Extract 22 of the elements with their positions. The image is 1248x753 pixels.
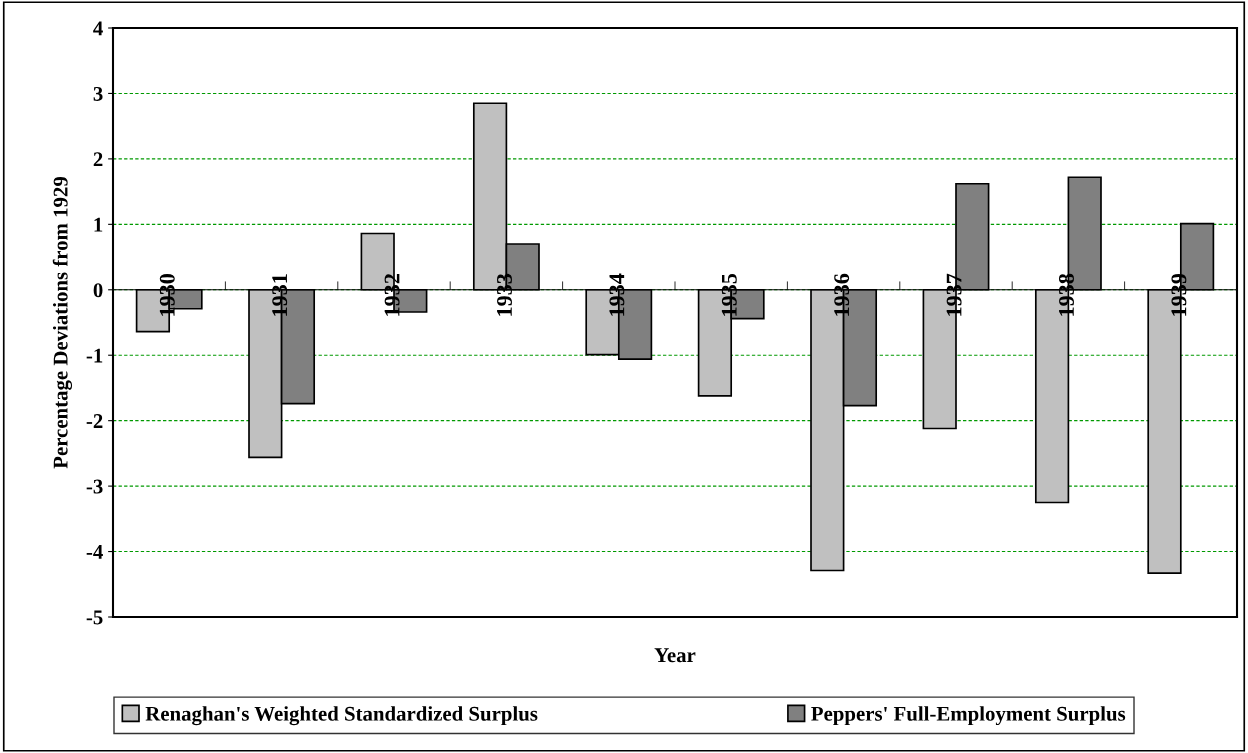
y-tick-label: 1 — [94, 217, 103, 232]
x-tick-label: 1934 — [609, 273, 625, 316]
x-tick-label: 1933 — [497, 273, 512, 316]
x-tick-label: 1937 — [946, 273, 962, 316]
y-tick-label: -4 — [86, 545, 103, 559]
y-tick-label: 0 — [93, 283, 103, 298]
x-tick-label: 1932 — [384, 274, 400, 316]
y-tick-label: -1 — [86, 348, 103, 363]
legend-label: Peppers' Full-Employment Surplus — [811, 706, 1126, 726]
x-tick-label: 1931 — [272, 274, 288, 316]
x-tick-label: 1930 — [159, 273, 175, 316]
x-axis-title: Year — [654, 648, 696, 663]
y-tick-label: 3 — [93, 86, 103, 101]
x-tick-label: 1936 — [834, 273, 850, 316]
y-tick-label: 2 — [93, 152, 103, 167]
y-axis-title: Percentage Deviations from 1929 — [52, 176, 73, 469]
y-tick-label: -2 — [86, 414, 103, 428]
y-tick-label: -5 — [86, 610, 103, 625]
x-tick-label: 1935 — [721, 273, 737, 316]
y-tick-label: -3 — [86, 479, 103, 494]
y-tick-label: 4 — [93, 21, 103, 36]
legend-label: Renaghan's Weighted Standardized Surplus — [145, 706, 538, 726]
